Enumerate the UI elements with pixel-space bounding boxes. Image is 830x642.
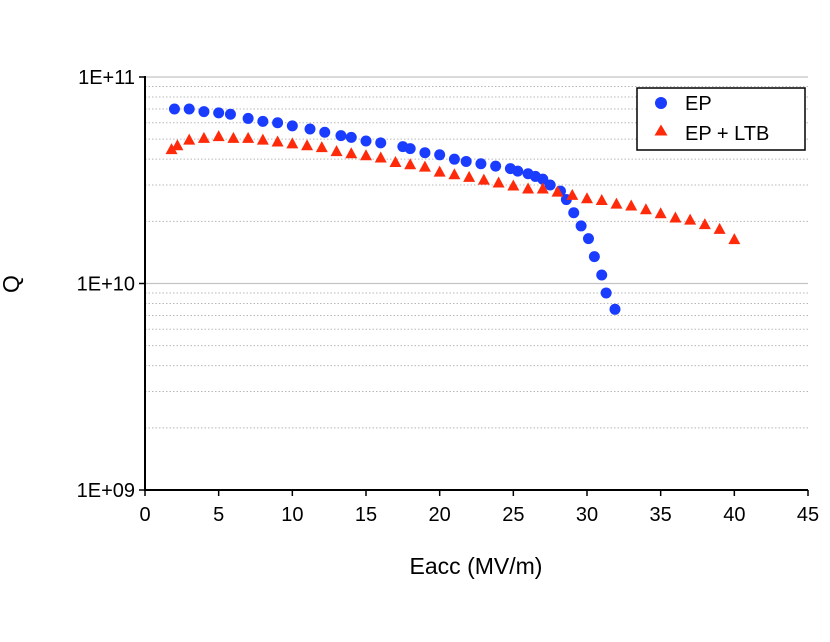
data-point-ep xyxy=(596,269,608,281)
data-point-ep xyxy=(588,251,600,263)
x-tick-label: 30 xyxy=(576,504,598,526)
legend: EP EP + LTB xyxy=(636,87,806,151)
x-tick-label: 45 xyxy=(797,504,819,526)
data-point-ep xyxy=(183,103,195,115)
data-point-ep-ltb xyxy=(522,182,535,194)
data-point-ep-ltb xyxy=(165,143,178,155)
data-point-ep-ltb xyxy=(315,141,328,153)
x-tick-label: 15 xyxy=(355,504,377,526)
data-point-ep-ltb xyxy=(669,211,682,223)
y-tick-label: 1E+11 xyxy=(78,67,135,89)
data-point-ep-ltb xyxy=(551,185,564,197)
data-point-ep xyxy=(582,233,594,245)
y-axis-title: Q xyxy=(0,275,24,293)
data-point-ep xyxy=(242,112,254,124)
data-point-ep xyxy=(286,120,298,132)
data-point-ep-ltb xyxy=(654,207,667,219)
legend-box xyxy=(636,87,806,151)
data-point-ep-ltb xyxy=(197,131,210,143)
x-tick-label: 0 xyxy=(139,504,150,526)
data-point-ep xyxy=(512,165,524,177)
data-point-ep xyxy=(609,303,621,315)
data-point-ep-ltb xyxy=(477,173,490,185)
grid-lines xyxy=(145,76,808,429)
data-point-ep-ltb xyxy=(271,135,284,147)
data-point-ep-ltb xyxy=(463,170,476,182)
data-point-ep xyxy=(419,147,431,159)
data-point-ep xyxy=(319,126,331,138)
y-tick-label: 1E+09 xyxy=(77,480,135,502)
data-point-ep-ltb xyxy=(492,176,505,188)
data-point-ep-ltb xyxy=(360,149,372,161)
series-ep xyxy=(168,103,621,315)
data-point-ep xyxy=(537,173,549,185)
data-point-ep xyxy=(272,117,284,129)
data-point-ep xyxy=(360,135,372,147)
x-tick-label: 40 xyxy=(723,504,745,526)
data-point-ep-ltb xyxy=(242,131,255,143)
data-point-ep-ltb xyxy=(301,139,314,151)
series-ep-ltb xyxy=(165,130,741,245)
data-point-ep xyxy=(448,153,460,165)
data-point-ep-ltb xyxy=(433,165,446,177)
data-points xyxy=(165,103,741,315)
data-point-ep xyxy=(568,207,580,219)
data-point-ep-ltb xyxy=(625,199,638,211)
data-point-ep-ltb xyxy=(212,130,225,142)
x-tick-label: 10 xyxy=(281,504,303,526)
data-point-ep-ltb xyxy=(171,139,184,151)
data-point-ep-ltb xyxy=(448,168,461,180)
data-point-ep-ltb xyxy=(639,203,652,215)
data-point-ep-ltb xyxy=(536,182,549,194)
data-point-ep-ltb xyxy=(256,133,269,145)
data-point-ep-ltb xyxy=(330,145,343,157)
data-point-ep-ltb xyxy=(418,160,431,172)
data-point-ep xyxy=(304,123,316,135)
data-point-ep xyxy=(490,160,502,172)
data-point-ep xyxy=(475,158,487,170)
data-point-ep xyxy=(224,108,236,120)
data-point-ep-ltb xyxy=(566,188,579,200)
data-point-ep-ltb xyxy=(286,137,299,149)
data-point-ep xyxy=(434,149,446,161)
data-point-ep-ltb xyxy=(595,194,608,206)
y-tick-label: 1E+10 xyxy=(77,274,135,296)
data-point-ep-ltb xyxy=(698,218,711,230)
data-point-ep-ltb xyxy=(610,197,623,209)
data-point-ep-ltb xyxy=(507,179,520,191)
data-point-ep xyxy=(198,106,210,118)
x-tick-label: 25 xyxy=(502,504,524,526)
data-point-ep xyxy=(345,131,357,143)
data-point-ep xyxy=(600,287,612,299)
data-point-ep xyxy=(213,107,225,119)
data-point-ep-ltb xyxy=(345,147,358,159)
data-point-ep xyxy=(404,143,416,155)
x-tick-label: 20 xyxy=(429,504,451,526)
data-point-ep-ltb xyxy=(713,222,726,234)
tick-labels: 1E+09 1E+10 1E+11 0 5 10 15 20 25 30 35 40 45 xyxy=(77,67,820,526)
data-point-ep-ltb xyxy=(227,131,240,143)
x-tick-label: 35 xyxy=(650,504,672,526)
data-point-ep-ltb xyxy=(581,192,593,204)
data-point-ep xyxy=(460,155,472,167)
data-point-ep xyxy=(544,179,556,191)
data-point-ep-ltb xyxy=(404,158,417,170)
data-point-ep-ltb xyxy=(389,155,402,167)
data-point-ep xyxy=(168,103,180,115)
data-point-ep xyxy=(575,220,587,232)
data-point-ep xyxy=(257,115,269,127)
data-point-ep-ltb xyxy=(684,213,697,225)
legend-marker-ep-ltb xyxy=(654,124,668,136)
data-point-ep xyxy=(335,130,347,142)
x-axis-title: Eacc (MV/m) xyxy=(410,553,543,579)
x-tick-label: 5 xyxy=(213,504,224,526)
data-point-ep xyxy=(375,137,387,149)
data-point-ep-ltb xyxy=(183,133,196,145)
data-point-ep-ltb xyxy=(374,151,387,163)
legend-marker-ep xyxy=(655,97,667,109)
data-point-ep-ltb xyxy=(728,233,741,245)
legend-label-ep: EP xyxy=(685,93,712,115)
legend-label-ep-ltb: EP + LTB xyxy=(685,123,769,145)
